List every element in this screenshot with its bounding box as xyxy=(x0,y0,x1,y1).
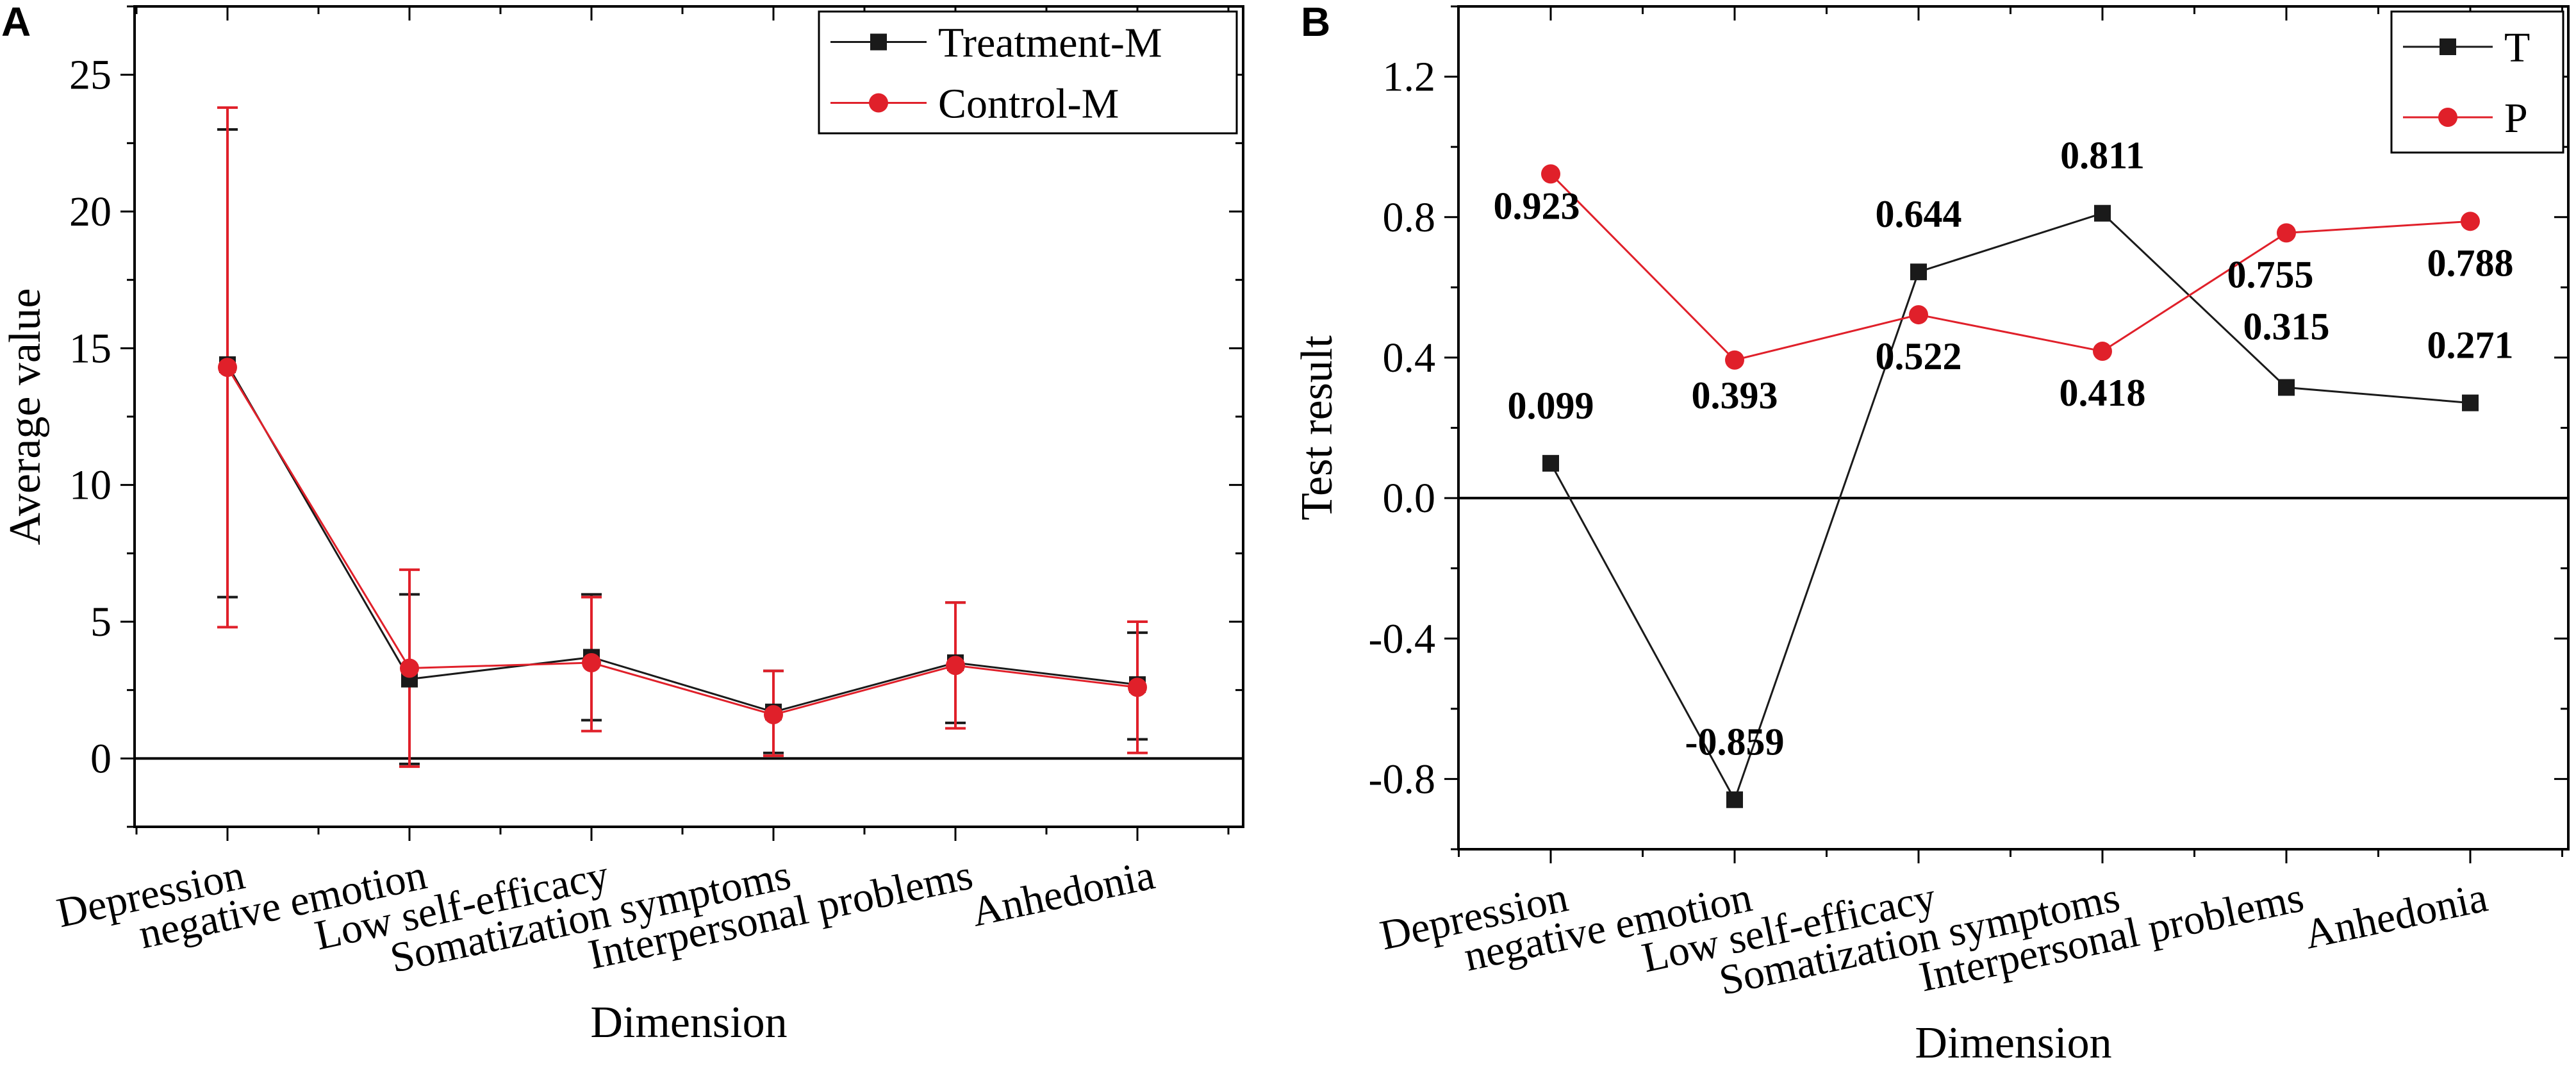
data-point-T xyxy=(2462,394,2479,411)
data-point-P xyxy=(2461,212,2480,231)
series-line-Treatment-M xyxy=(226,364,1138,713)
data-point-Control-M xyxy=(582,653,601,672)
data-label-P: 0.788 xyxy=(2427,242,2514,284)
legend-marker-P xyxy=(2438,108,2457,127)
y-tick-label: 20 xyxy=(69,188,111,235)
legend-marker-Control-M xyxy=(869,93,888,113)
panel-a-y-axis-title: Average value xyxy=(1,288,50,545)
data-point-Control-M xyxy=(764,705,783,725)
panel-b-data-labels: 0.099 -0.859 0.644 0.811 0.315 0.271 0.923 0.39… xyxy=(1494,135,2514,763)
y-tick-label: 10 xyxy=(69,462,111,509)
panel-a-series-lines xyxy=(226,364,1138,716)
panel-b-markers xyxy=(1541,164,2480,808)
category-label: Anhedonia xyxy=(2300,874,2491,958)
data-point-T xyxy=(1726,791,1743,808)
data-point-Control-M xyxy=(218,358,237,378)
data-point-T xyxy=(2278,379,2295,396)
data-point-T xyxy=(1910,263,1927,281)
panel-a-legend: Treatment-M Control-M xyxy=(818,10,1238,135)
series-line-Control-M xyxy=(226,367,1138,716)
legend-marker-T xyxy=(2440,38,2456,55)
panel-a-letter: A xyxy=(1,0,31,45)
panel-b-axis-ticks xyxy=(1444,5,2568,863)
panel-a-x-axis-title: Dimension xyxy=(590,998,787,1047)
panel-a-y-tick-labels: 0 5 10 15 20 25 xyxy=(69,52,111,783)
data-point-Control-M xyxy=(1128,677,1147,697)
category-label: Anhedonia xyxy=(968,851,1159,936)
data-label-P: 0.418 xyxy=(2060,372,2146,414)
data-point-P xyxy=(2093,342,2112,361)
data-label-T: 0.811 xyxy=(2060,135,2145,177)
panel-a-markers xyxy=(218,356,1147,725)
panel-b-x-axis-title: Dimension xyxy=(1915,1018,2111,1068)
panel-b-series-lines xyxy=(1549,173,2471,802)
panel-b-letter: B xyxy=(1301,0,1330,45)
data-point-T xyxy=(2094,204,2111,222)
y-tick-label: 0.4 xyxy=(1383,335,1436,381)
y-tick-label: 15 xyxy=(69,325,111,372)
data-point-P xyxy=(1909,305,1928,325)
data-point-P xyxy=(2277,223,2296,243)
data-label-P: 0.923 xyxy=(1494,185,1580,227)
y-tick-label: 0.0 xyxy=(1383,475,1436,522)
y-tick-label: 0 xyxy=(90,735,111,782)
panel-b-y-axis-title: Test result xyxy=(1292,335,1342,520)
y-tick-label: 25 xyxy=(69,52,111,99)
y-tick-label: 5 xyxy=(90,599,111,645)
data-label-T: 0.099 xyxy=(1508,385,1594,427)
panel-a-error-bars xyxy=(217,106,1148,768)
y-tick-label: -0.4 xyxy=(1369,615,1435,662)
data-label-T: 0.271 xyxy=(2427,324,2514,367)
data-point-Control-M xyxy=(400,658,419,678)
legend-marker-Treatment-M xyxy=(870,33,887,51)
data-label-P: 0.755 xyxy=(2227,253,2314,295)
legend-label-P: P xyxy=(2504,95,2528,142)
data-point-P xyxy=(1725,350,1744,370)
legend-box xyxy=(818,10,1238,135)
data-label-T: 0.644 xyxy=(1876,193,1962,235)
y-tick-label: 0.8 xyxy=(1383,194,1436,241)
legend-label-T: T xyxy=(2504,24,2530,71)
y-tick-label: 1.2 xyxy=(1383,54,1436,101)
legend-label-Treatment-M: Treatment-M xyxy=(938,20,1162,67)
data-point-P xyxy=(1541,164,1560,184)
y-tick-label: -0.8 xyxy=(1369,756,1435,802)
data-label-T: 0.315 xyxy=(2243,305,2330,347)
legend-box xyxy=(2390,10,2564,154)
series-line-T xyxy=(1549,212,2471,802)
data-label-P: 0.393 xyxy=(1692,374,1778,417)
data-point-Control-M xyxy=(946,656,965,676)
series-line-P xyxy=(1549,173,2471,361)
data-label-P: 0.522 xyxy=(1876,335,1962,378)
panel-b-y-tick-labels: -0.8 -0.4 0.0 0.4 0.8 1.2 xyxy=(1369,54,1435,803)
legend-label-Control-M: Control-M xyxy=(938,81,1119,128)
data-point-T xyxy=(1542,454,1559,472)
data-label-T: -0.859 xyxy=(1685,721,1785,763)
panel-b-legend: TP xyxy=(2390,10,2564,154)
